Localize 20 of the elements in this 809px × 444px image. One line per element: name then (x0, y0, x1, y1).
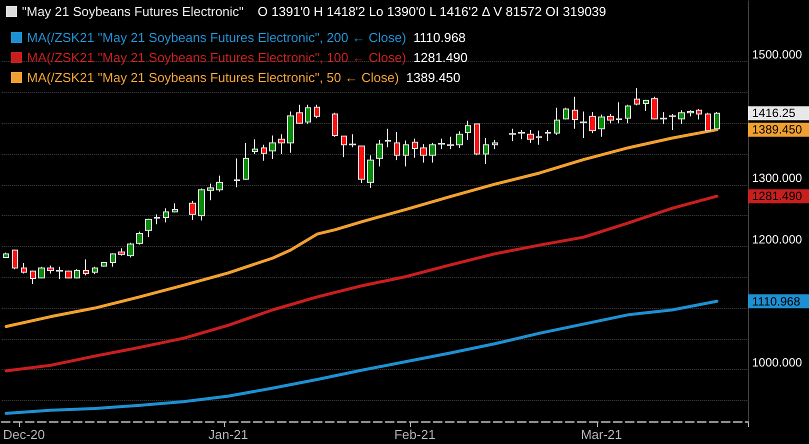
text: 1389.450 (752, 122, 802, 137)
annotation: 1389.450 (406, 70, 460, 85)
x-tick-label: Jan-21 (208, 427, 248, 442)
text: 1110.968 (752, 294, 800, 308)
x-tick-label: Mar-21 (580, 427, 622, 442)
y-tick-label: 1300.000 (752, 170, 802, 185)
x-tick-label: Dec-20 (2, 427, 45, 442)
legend-label: MA(/ZSK21 "May 21 Soybeans Futures Electronic", 200 ← Close) (27, 30, 414, 45)
text: 1281.490 (752, 189, 802, 204)
chart-title: "May 21 Soybeans Futures Electronic" (22, 4, 244, 19)
legend-label: MA(/ZSK21 "May 21 Soybeans Futures Electronic", 50 ← Close) (27, 70, 406, 85)
annotation: 1110.968 (413, 30, 466, 45)
y-tick-label: 1200.000 (752, 232, 802, 246)
y-tick-label: 1000.000 (752, 356, 802, 370)
legend-label: MA(/ZSK21 "May 21 Soybeans Futures Electronic", 100 ← Close) (27, 50, 414, 65)
x-tick-label: Feb-21 (394, 427, 436, 442)
annotation: O 1391'0 H 1418'2 Lo 1390'0 L 1416'2 Δ V 81572 OI 319039 (258, 4, 606, 19)
text: 1416.25 (752, 106, 796, 120)
annotation: 1281.490 (413, 50, 468, 65)
y-tick-label: 1500.000 (752, 48, 802, 62)
